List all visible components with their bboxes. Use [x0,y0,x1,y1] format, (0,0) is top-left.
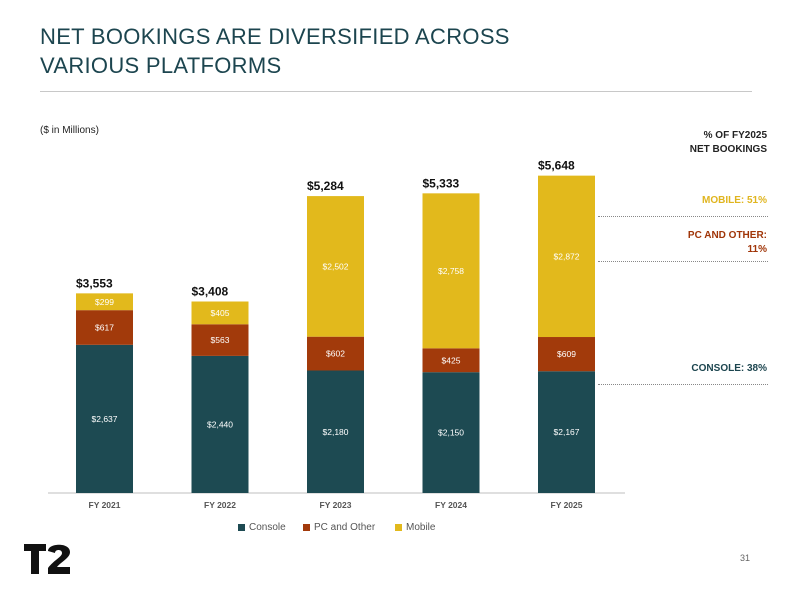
bar-value-label: $2,180 [323,427,349,437]
bar-value-label: $617 [95,322,114,332]
bar-value-label: $2,502 [323,261,349,271]
page-number: 31 [739,553,750,563]
x-tick-label: FY 2022 [204,500,236,510]
bar-segment-console [191,355,249,493]
bar-total-label: $5,648 [538,159,575,173]
x-tick-label: FY 2023 [320,500,352,510]
bar-total-label: $3,408 [192,285,229,299]
legend-swatch [238,524,245,531]
side-label-console: CONSOLE: 38% [691,363,767,374]
bar-segment-mobile [307,196,364,337]
bar-value-label: $2,150 [438,428,464,438]
chart-legend: Console PC and Other Mobile [0,522,800,536]
x-tick-label: FY 2025 [551,500,583,510]
bar-segment-pc-and-other [307,336,364,371]
bar-value-label: $2,167 [554,427,580,437]
bar-segment-console [76,344,133,493]
bar-segment-mobile [191,301,249,325]
legend-item-pc-and-other: PC and Other [303,522,375,533]
bar-value-label: $425 [442,355,461,365]
bar-segment-console [307,370,364,493]
t2-logo-icon [24,544,70,574]
bar-value-label: $609 [557,349,576,359]
bar-value-label: $2,872 [554,251,580,261]
x-tick-label: FY 2024 [435,500,467,510]
bar-value-label: $405 [211,308,230,318]
side-label-mobile: MOBILE: 51% [701,195,767,206]
bar-segment-mobile [538,175,595,338]
legend-swatch [303,524,310,531]
legend-item-mobile: Mobile [395,522,435,533]
side-divider-pc [598,261,768,262]
bar-segment-console [538,371,595,493]
page-title: NET BOOKINGS ARE DIVERSIFIED ACROSS VARI… [40,24,510,78]
bar-value-label: $299 [95,297,114,307]
bar-value-label: $602 [326,349,345,359]
side-label-pc: PC AND OTHER: 11% [687,230,767,255]
side-panel-header: % OF FY2025 NET BOOKINGS [689,130,767,155]
bar-segment-pc-and-other [422,348,480,373]
legend-item-console: Console [238,522,286,533]
legend-label: Mobile [406,522,436,533]
bar-segment-pc-and-other [538,337,595,372]
legend-swatch [395,524,402,531]
bar-total-label: $5,333 [423,176,460,190]
bar-value-label: $2,440 [207,419,233,429]
legend-label: Console [249,522,286,533]
units-note: ($ in Millions) [40,125,99,136]
bar-segment-mobile [422,193,480,349]
bar-total-label: $5,284 [307,179,344,193]
bar-total-label: $3,553 [76,276,113,290]
bar-segment-console [422,372,480,493]
bar-segment-pc-and-other [76,310,133,345]
bar-value-label: $2,637 [92,414,118,424]
side-divider-mobile [598,216,768,217]
bar-value-label: $2,758 [438,266,464,276]
side-divider-console [598,384,768,385]
legend-label: PC and Other [314,522,376,533]
bar-segment-pc-and-other [191,324,249,356]
bar-value-label: $563 [211,335,230,345]
bar-segment-mobile [76,293,133,311]
title-divider [40,91,752,92]
x-tick-label: FY 2021 [89,500,121,510]
